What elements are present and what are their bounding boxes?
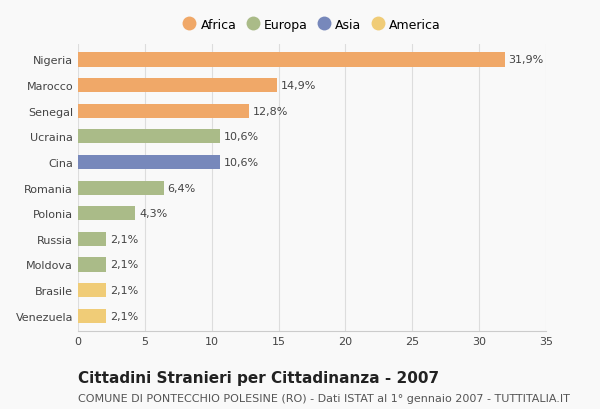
Text: 2,1%: 2,1% xyxy=(110,234,139,244)
Bar xyxy=(78,283,106,297)
Text: Cittadini Stranieri per Cittadinanza - 2007: Cittadini Stranieri per Cittadinanza - 2… xyxy=(78,370,439,385)
Bar xyxy=(78,53,505,67)
Text: 14,9%: 14,9% xyxy=(281,81,317,91)
Legend: Africa, Europa, Asia, America: Africa, Europa, Asia, America xyxy=(181,17,443,35)
Bar xyxy=(78,207,136,221)
Text: 31,9%: 31,9% xyxy=(509,55,544,65)
Bar xyxy=(78,130,220,144)
Bar xyxy=(78,155,220,170)
Text: 12,8%: 12,8% xyxy=(253,106,289,117)
Text: 4,3%: 4,3% xyxy=(140,209,168,219)
Bar xyxy=(78,79,277,93)
Bar xyxy=(78,258,106,272)
Bar xyxy=(78,104,249,119)
Text: 10,6%: 10,6% xyxy=(224,157,259,168)
Text: 2,1%: 2,1% xyxy=(110,311,139,321)
Bar xyxy=(78,181,164,195)
Bar xyxy=(78,232,106,246)
Text: 2,1%: 2,1% xyxy=(110,285,139,295)
Text: COMUNE DI PONTECCHIO POLESINE (RO) - Dati ISTAT al 1° gennaio 2007 - TUTTITALIA.: COMUNE DI PONTECCHIO POLESINE (RO) - Dat… xyxy=(78,393,570,403)
Text: 6,4%: 6,4% xyxy=(167,183,196,193)
Text: 10,6%: 10,6% xyxy=(224,132,259,142)
Bar xyxy=(78,309,106,323)
Text: 2,1%: 2,1% xyxy=(110,260,139,270)
